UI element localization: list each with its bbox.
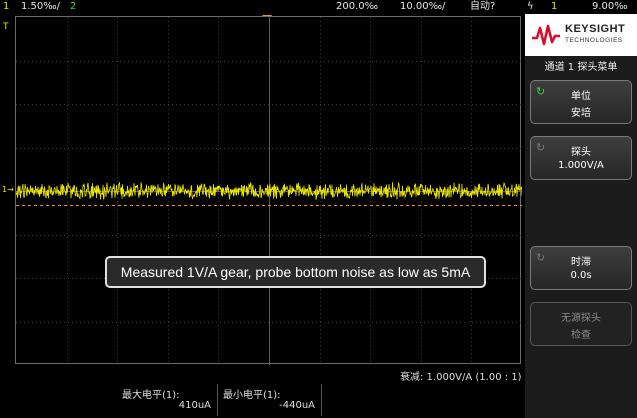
trigger-level[interactable]: 9.00‰ xyxy=(592,1,628,12)
softkey-units-label: 单位 xyxy=(571,91,591,102)
entry-knob-icon: ↻ xyxy=(536,141,546,154)
min-level-label: 最小电平(1): xyxy=(223,390,281,401)
softkey-passive-probe-check[interactable]: 无源探头 检查 xyxy=(530,302,632,346)
measurement-max[interactable]: 最大电平(1): 410uA xyxy=(117,384,218,416)
softkey-probe-value: 1.000V/A xyxy=(558,160,604,171)
time-position[interactable]: 200.0‰ xyxy=(336,1,379,12)
menu-title: 通道 1 探头菜单 xyxy=(544,62,618,73)
ch2-number[interactable]: 2 xyxy=(70,1,77,12)
ch1-ground-marker[interactable]: 1→ xyxy=(2,185,14,194)
entry-knob-icon: ↻ xyxy=(536,85,546,98)
softkey-skew-label: 时滞 xyxy=(571,257,591,268)
trigger-edge-icon: ϟ xyxy=(527,1,534,12)
softkey-skew[interactable]: ↻ 时滞 0.0s xyxy=(530,246,632,290)
softkey-units-value: 安培 xyxy=(571,108,591,119)
keysight-logo: KEYSIGHT TECHNOLOGIES xyxy=(525,14,637,56)
softkey-probe[interactable]: ↻ 探头 1.000V/A xyxy=(530,136,632,180)
softkey-passive-value: 检查 xyxy=(571,330,591,341)
ch1-number[interactable]: 1 xyxy=(3,1,10,12)
softkey-passive-label: 无源探头 xyxy=(561,313,601,324)
attenuation-readout: 衰减: 1.000V/A (1.00 : 1) xyxy=(400,372,522,383)
softkey-panel: KEYSIGHT TECHNOLOGIES 通道 1 探头菜单 ↻ 单位 安培 … xyxy=(525,14,637,418)
softkey-probe-label: 探头 xyxy=(571,147,591,158)
softkey-units[interactable]: ↻ 单位 安培 xyxy=(530,80,632,124)
caption-box: Measured 1V/A gear, probe bottom noise a… xyxy=(105,256,486,288)
graticule xyxy=(16,17,522,365)
status-bar: 1 1.50‰/ 2 200.0‰ 10.00‰/ 自动? ϟ 1 9.00‰ xyxy=(0,0,637,14)
brand-subtitle: TECHNOLOGIES xyxy=(565,37,623,44)
time-scale[interactable]: 10.00‰/ xyxy=(400,1,446,12)
keysight-wave-icon xyxy=(532,24,560,46)
trigger-mode[interactable]: 自动? xyxy=(470,1,496,12)
trigger-channel[interactable]: 1 xyxy=(551,1,558,12)
max-level-label: 最大电平(1): xyxy=(122,390,180,401)
measurement-min[interactable]: 最小电平(1): -440uA xyxy=(218,384,322,416)
softkey-skew-value: 0.0s xyxy=(570,270,592,281)
min-level-value: -440uA xyxy=(279,400,315,411)
ch1-trace xyxy=(16,181,522,200)
entry-knob-icon: ↻ xyxy=(536,251,546,264)
brand-name: KEYSIGHT xyxy=(565,23,626,35)
waveform-display[interactable] xyxy=(15,16,522,365)
trigger-time-marker: T xyxy=(3,22,9,32)
max-level-value: 410uA xyxy=(178,400,211,411)
ch1-scale[interactable]: 1.50‰/ xyxy=(21,1,61,12)
